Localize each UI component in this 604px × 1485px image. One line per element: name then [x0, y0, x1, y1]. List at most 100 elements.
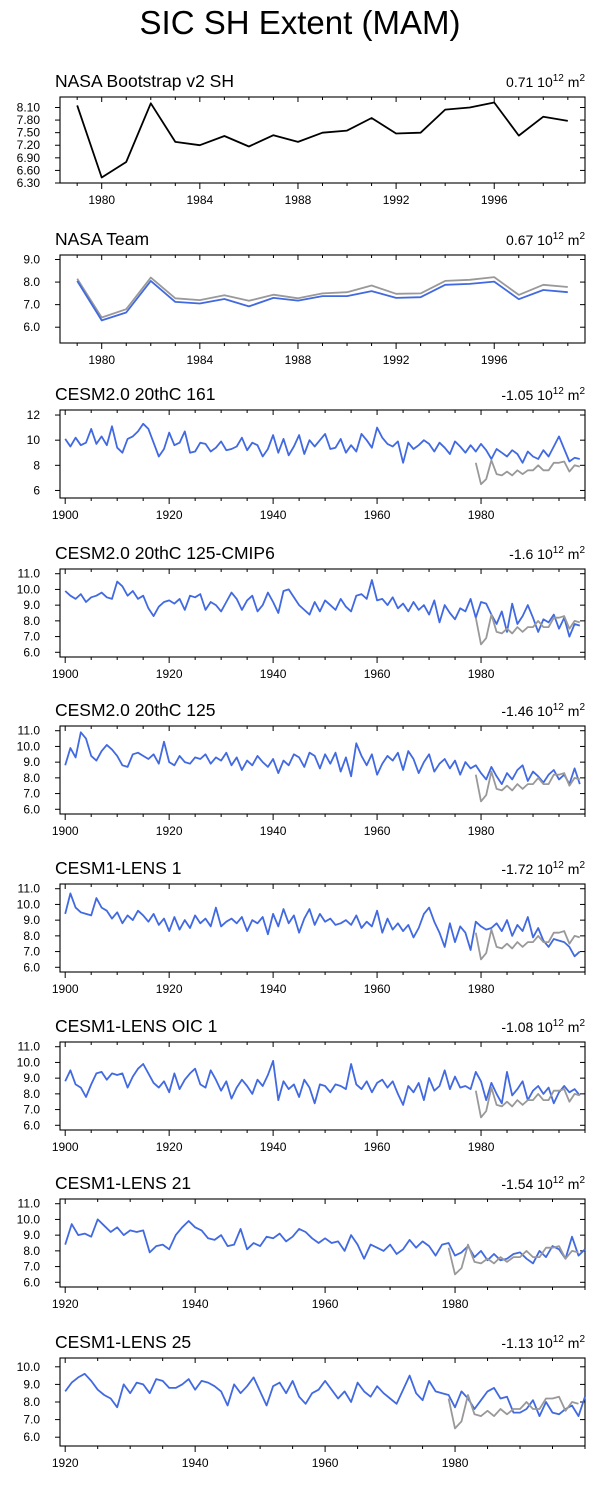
series-line-cesm2-0-20thc-161 — [64, 422, 581, 464]
panel-title: CESM2.0 20thC 161 — [55, 384, 216, 404]
plot-frame — [59, 1357, 586, 1447]
y-tick-label: 8 — [33, 458, 40, 472]
y-tick-label: 10.0 — [17, 739, 41, 753]
y-tick-label: 8.0 — [23, 614, 40, 628]
trend-part: 10 — [537, 74, 553, 90]
y-tick-label: 6 — [33, 483, 40, 497]
y-tick-label: 10.0 — [17, 1360, 41, 1374]
trend-part: -1.6 — [509, 546, 537, 562]
x-tick-label: 1920 — [156, 1140, 183, 1154]
trend-part: m — [564, 1335, 580, 1351]
y-tick-label: 6.30 — [17, 176, 41, 190]
x-tick-label: 1940 — [182, 1297, 209, 1311]
trend-part: m — [564, 1019, 580, 1035]
y-tick-label: 6.0 — [23, 645, 40, 659]
trend-label: -1.08 1012 m2 — [501, 1018, 585, 1035]
y-tick-label: 7.0 — [23, 1413, 40, 1427]
trend-part: 12 — [553, 702, 565, 713]
x-tick-label: 1900 — [52, 1140, 79, 1154]
x-tick-label: 1980 — [468, 982, 495, 996]
y-tick-label: 6.0 — [23, 960, 40, 974]
x-tick-label: 1900 — [52, 667, 79, 681]
x-tick-label: 1980 — [468, 667, 495, 681]
x-tick-label: 1960 — [312, 1456, 339, 1470]
y-tick-label: 8.10 — [17, 100, 41, 114]
y-tick-label: 7.0 — [23, 945, 40, 959]
plot-frame — [59, 96, 586, 184]
x-tick-label: 1940 — [260, 508, 287, 522]
trend-part: 10 — [537, 1335, 553, 1351]
trend-label: -1.72 1012 m2 — [501, 860, 585, 877]
trend-part: m — [564, 546, 580, 562]
panel-4: CESM2.0 20thC 125-CMIP6 -1.6 1012 m2 6.07.… — [17, 543, 586, 681]
trend-label: -1.6 1012 m2 — [509, 545, 585, 562]
y-tick-label: 6.0 — [23, 320, 40, 334]
x-tick-label: 1960 — [364, 982, 391, 996]
x-tick-label: 1940 — [260, 667, 287, 681]
trend-part: 12 — [553, 231, 565, 242]
x-tick-label: 1920 — [52, 1297, 79, 1311]
y-tick-label: 10 — [27, 433, 41, 447]
y-tick-label: 7.80 — [17, 113, 41, 127]
trend-part: 2 — [579, 1018, 585, 1029]
x-tick-label: 1920 — [52, 1456, 79, 1470]
trend-part: 2 — [579, 1175, 585, 1186]
x-tick-label: 1992 — [383, 353, 410, 367]
x-tick-label: 1920 — [156, 508, 183, 522]
plot-frame — [59, 1041, 586, 1131]
y-tick-label: 8.0 — [23, 929, 40, 943]
trend-part: 2 — [579, 545, 585, 556]
y-tick-label: 6.0 — [23, 1118, 40, 1132]
panel-title: CESM1-LENS 25 — [55, 1332, 191, 1352]
panel-3: CESM2.0 20thC 161 -1.05 1012 m26810121900… — [27, 384, 586, 522]
x-tick-label: 1940 — [260, 1140, 287, 1154]
x-tick-label: 1980 — [468, 1140, 495, 1154]
y-tick-label: 9.0 — [23, 598, 40, 612]
y-tick-label: 9.0 — [23, 253, 40, 267]
panel-5: CESM2.0 20thC 125 -1.46 1012 m2 6.07.0 8.0 9… — [17, 700, 586, 838]
x-tick-label: 1900 — [52, 982, 79, 996]
series-line-observed — [447, 1243, 579, 1276]
y-tick-label: 8.0 — [23, 1087, 40, 1101]
trend-part: 12 — [553, 386, 565, 397]
y-tick-label: 7.0 — [23, 298, 40, 312]
trend-part: 12 — [553, 73, 565, 84]
x-tick-label: 1980 — [468, 508, 495, 522]
series-line-nasa-bootstrap-v2 — [76, 276, 568, 319]
x-tick-label: 1940 — [182, 1456, 209, 1470]
plot-frame — [59, 409, 586, 499]
panel-title: CESM1-LENS OIC 1 — [55, 1016, 217, 1036]
trend-part: 2 — [579, 73, 585, 84]
plot-frame — [59, 883, 586, 973]
x-tick-label: 1960 — [364, 1140, 391, 1154]
series-line-cesm1-lens-oic-1 — [64, 1060, 581, 1106]
trend-part: -1.08 — [501, 1019, 537, 1035]
panel-title: CESM1-LENS 21 — [55, 1173, 191, 1193]
x-tick-label: 1920 — [156, 824, 183, 838]
series-line-observed — [474, 1086, 581, 1119]
panel-7: CESM1-LENS OIC 1 -1.08 1012 m2 6.07.0 8.0 9.… — [17, 1016, 586, 1154]
series-line-cesm1-lens-1 — [64, 892, 581, 958]
y-tick-label: 6.90 — [17, 151, 41, 165]
x-tick-label: 1988 — [285, 353, 312, 367]
y-tick-label: 8.0 — [23, 771, 40, 785]
trend-part: 10 — [537, 1019, 553, 1035]
y-tick-label: 10.0 — [17, 582, 41, 596]
y-tick-label: 10.0 — [17, 897, 41, 911]
y-tick-label: 8.0 — [23, 1244, 40, 1258]
trend-part: 12 — [553, 1018, 565, 1029]
y-tick-label: 6.0 — [23, 1430, 40, 1444]
trend-label: -1.05 1012 m2 — [501, 386, 585, 403]
trend-label: -1.54 1012 m2 — [501, 1175, 585, 1192]
x-tick-label: 1940 — [260, 824, 287, 838]
y-tick-label: 9.0 — [23, 755, 40, 769]
trend-part: 2 — [579, 231, 585, 242]
y-tick-label: 11.0 — [18, 882, 41, 896]
trend-part: 2 — [579, 386, 585, 397]
plot-frame — [59, 568, 586, 658]
trend-part: 10 — [537, 387, 553, 403]
trend-label: -1.46 1012 m2 — [501, 702, 585, 719]
trend-part: 12 — [553, 545, 565, 556]
x-tick-label: 1900 — [52, 824, 79, 838]
